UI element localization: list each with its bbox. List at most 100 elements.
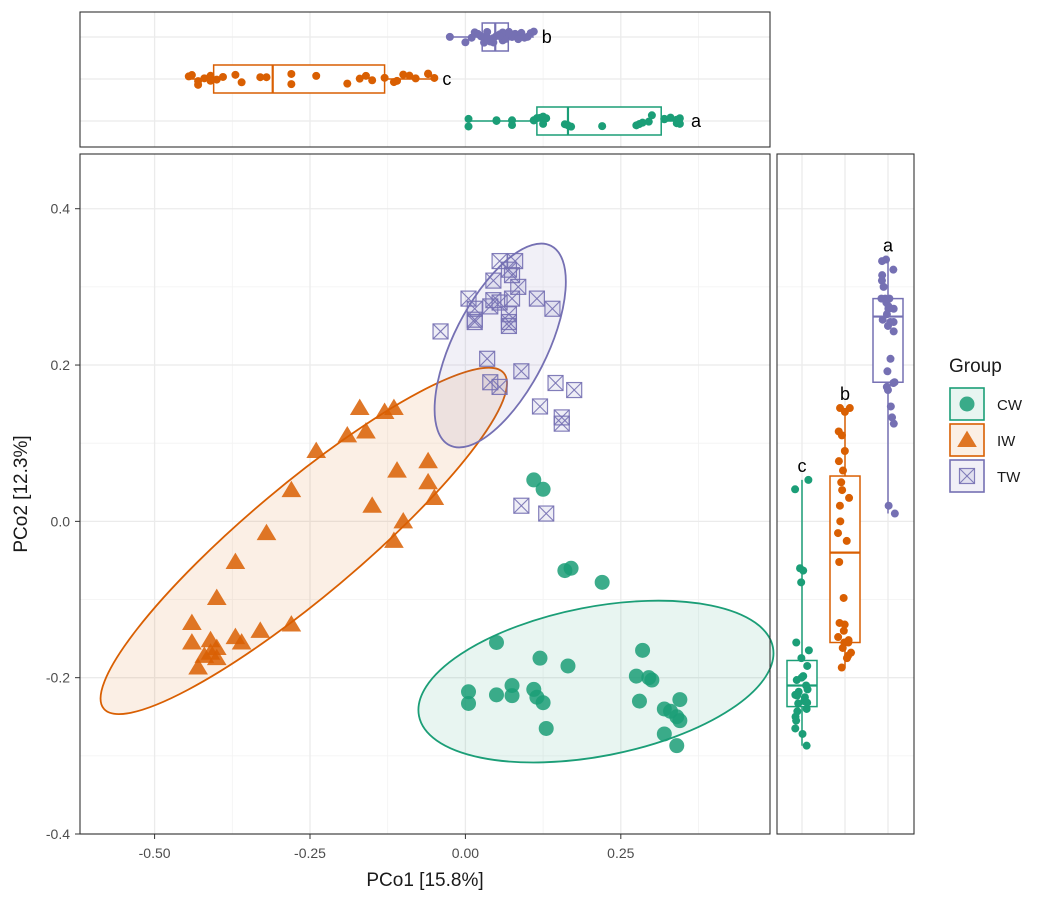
- significance-letter: b: [542, 27, 552, 47]
- jitter-point: [647, 111, 656, 120]
- point-iw: [393, 511, 414, 529]
- jitter-point: [839, 593, 848, 602]
- point-tw: [466, 313, 483, 331]
- jitter-point: [879, 282, 888, 291]
- point-tw: [479, 350, 496, 367]
- jitter-point: [792, 716, 801, 725]
- point-tw: [507, 252, 524, 270]
- legend-item-cw: CW: [949, 387, 1023, 421]
- jitter-point: [889, 265, 898, 274]
- jitter-point: [218, 72, 227, 81]
- point-iw: [356, 422, 376, 439]
- y-tick-label: 0.2: [51, 357, 71, 373]
- jitter-point: [886, 354, 895, 363]
- point-cw: [594, 574, 610, 590]
- point-cw: [535, 481, 551, 497]
- scatter-panel: [79, 153, 775, 835]
- boxed-x-diagonal: [532, 398, 548, 415]
- y-tick-label: 0.0: [51, 513, 71, 529]
- significance-letter: a: [883, 236, 894, 256]
- jitter-point: [644, 117, 653, 126]
- jitter-point: [368, 76, 377, 85]
- jitter-point: [287, 80, 296, 89]
- point-tw: [544, 300, 561, 317]
- jitter-point: [495, 32, 504, 41]
- significance-letter: b: [840, 384, 850, 404]
- point-cw: [672, 713, 688, 729]
- point-cw: [488, 635, 504, 651]
- jitter-point: [675, 114, 684, 123]
- point-iw: [206, 588, 227, 605]
- jitter-point: [804, 646, 813, 655]
- x-tick-label: 0.25: [607, 845, 634, 861]
- jitter-point: [835, 558, 844, 566]
- point-cw: [628, 668, 644, 684]
- boxed-x-diagonal: [504, 267, 520, 284]
- jitter-point: [638, 118, 647, 127]
- jitter-point: [798, 729, 807, 738]
- point-tw: [553, 415, 570, 432]
- point-cw: [560, 658, 576, 674]
- legend-key-marker: [958, 467, 976, 485]
- jitter-point: [312, 71, 321, 80]
- point-cw: [535, 695, 551, 711]
- jitter-point: [877, 276, 886, 285]
- jitter-point: [791, 724, 800, 733]
- jitter-point: [803, 698, 812, 707]
- point-tw: [547, 374, 564, 392]
- jitter-point: [194, 77, 203, 86]
- jitter-point: [802, 741, 811, 750]
- point-tw: [500, 317, 518, 335]
- jitter-point: [492, 116, 501, 125]
- y-tick-label: -0.4: [46, 826, 70, 842]
- jitter-point: [802, 704, 811, 713]
- jitter-point: [889, 379, 898, 388]
- main-panel-background: [80, 154, 770, 834]
- right-boxplot-iw: b: [829, 384, 861, 672]
- jitter-point: [504, 29, 513, 38]
- point-tw: [528, 290, 545, 307]
- jitter-point: [598, 122, 607, 131]
- boxed-x-diagonal: [547, 375, 564, 391]
- axes: -0.50 -0.25 0.00 0.25 -0.4 -0.2 0.0 0.2 0.4: [46, 201, 635, 861]
- jitter-point: [834, 633, 843, 642]
- y-tick-label: -0.2: [46, 670, 70, 686]
- jitter-point: [804, 475, 813, 484]
- point-cw: [656, 726, 672, 742]
- point-tw: [513, 497, 530, 514]
- x-axis-title: PCo1 [15.8%]: [366, 870, 483, 891]
- right-panel-border: [776, 153, 915, 835]
- confidence-ellipse-iw: [99, 366, 508, 716]
- boxed-x-diagonal: [553, 415, 570, 432]
- boxed-x-diagonal: [507, 253, 524, 269]
- jitter-point: [483, 33, 492, 42]
- legend-item-tw: TW: [949, 459, 1021, 493]
- legend: Group CW IW TW: [949, 356, 1023, 493]
- point-iw: [281, 480, 302, 498]
- boxed-x-diagonal: [491, 253, 508, 269]
- jitter-point: [882, 310, 891, 319]
- point-iw: [418, 472, 438, 490]
- jitter-point: [200, 74, 209, 83]
- jitter-point: [212, 75, 221, 84]
- jitter-point: [837, 431, 846, 440]
- boxed-x-diagonal: [566, 382, 583, 398]
- jitter-point: [660, 115, 669, 124]
- jitter-point: [424, 69, 433, 78]
- point-iw: [349, 398, 370, 416]
- jitter-point: [489, 38, 498, 47]
- jitter-point: [508, 121, 517, 130]
- point-tw: [500, 261, 518, 278]
- boxed-x-diagonal: [510, 278, 527, 295]
- jitter-point: [343, 79, 352, 88]
- jitter-point: [792, 638, 801, 647]
- y-axis-title: PCo2 [12.3%]: [11, 435, 32, 552]
- right-boxplot-panel: c b a: [776, 153, 915, 835]
- jitter-point: [256, 73, 265, 82]
- jitter-point: [792, 676, 801, 685]
- jitter-point: [845, 493, 854, 502]
- jitter-point: [231, 70, 240, 79]
- jitter-point: [837, 663, 846, 672]
- x-tick-label: -0.25: [294, 845, 326, 861]
- jitter-point: [803, 661, 812, 670]
